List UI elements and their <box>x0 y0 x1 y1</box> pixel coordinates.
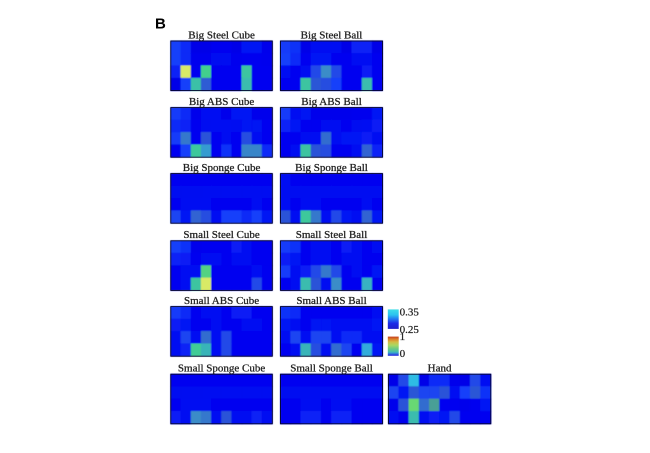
svg-text:Big Sponge Ball: Big Sponge Ball <box>295 162 368 174</box>
svg-text:Big ABS Ball: Big ABS Ball <box>301 96 362 108</box>
svg-text:0.25: 0.25 <box>400 324 420 336</box>
svg-text:Small ABS Ball: Small ABS Ball <box>296 295 366 307</box>
svg-text:Small Sponge Cube: Small Sponge Cube <box>178 363 266 375</box>
svg-text:Small Steel Cube: Small Steel Cube <box>183 229 260 241</box>
svg-text:Small Steel Ball: Small Steel Ball <box>296 229 368 241</box>
svg-text:B: B <box>155 16 166 33</box>
svg-text:0.35: 0.35 <box>400 307 420 319</box>
svg-text:Small Sponge Ball: Small Sponge Ball <box>290 363 373 375</box>
svg-text:1: 1 <box>400 331 406 343</box>
svg-text:Big Steel Ball: Big Steel Ball <box>301 29 363 41</box>
svg-text:Big Sponge Cube: Big Sponge Cube <box>183 162 261 174</box>
svg-text:Hand: Hand <box>428 363 452 375</box>
svg-text:0: 0 <box>400 348 406 360</box>
svg-text:Big Steel Cube: Big Steel Cube <box>188 29 255 41</box>
svg-text:Small ABS Cube: Small ABS Cube <box>184 295 259 307</box>
svg-text:Big ABS Cube: Big ABS Cube <box>189 96 255 108</box>
